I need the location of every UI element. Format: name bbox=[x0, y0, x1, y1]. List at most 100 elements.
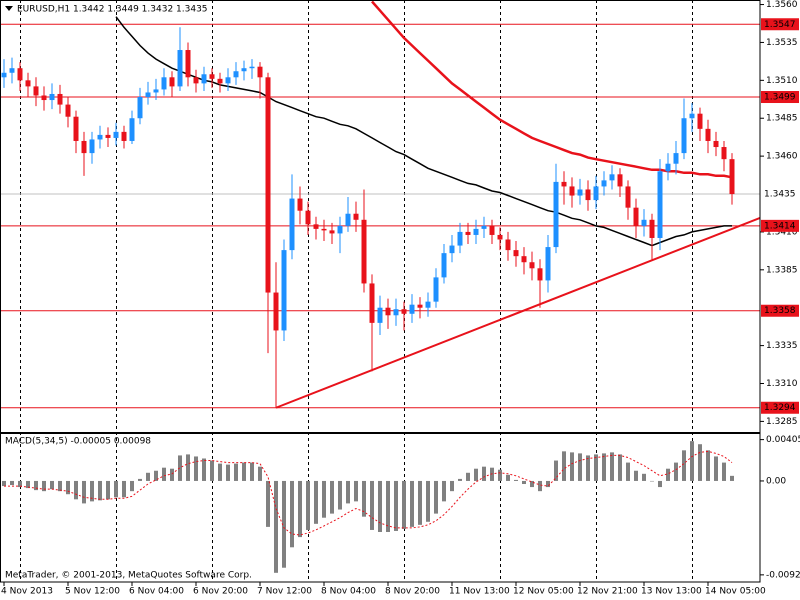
histogram-bar bbox=[386, 480, 390, 532]
y-tick-label: 1.3510 bbox=[766, 76, 798, 86]
candle-body bbox=[369, 283, 375, 323]
candle-body bbox=[657, 171, 663, 238]
histogram-bar bbox=[570, 452, 574, 481]
histogram-bar bbox=[514, 479, 518, 481]
histogram-bar bbox=[682, 450, 686, 481]
candle-body bbox=[345, 213, 351, 226]
histogram-bar bbox=[90, 480, 94, 502]
level-label-box bbox=[761, 18, 799, 31]
candle-body bbox=[265, 77, 271, 293]
x-tick-label: 12 Nov 05:00 bbox=[513, 587, 574, 597]
histogram-bar bbox=[690, 441, 694, 481]
price-panel bbox=[0, 0, 760, 409]
candle-body bbox=[41, 95, 47, 101]
histogram-bar bbox=[50, 480, 54, 490]
histogram-bar bbox=[442, 480, 446, 502]
histogram-bar bbox=[642, 473, 646, 481]
histogram-bar bbox=[426, 480, 430, 522]
macd-panel bbox=[2, 441, 734, 573]
moving-average bbox=[115, 16, 732, 247]
candle-body bbox=[97, 134, 103, 140]
histogram-bar bbox=[210, 460, 214, 481]
histogram-bar bbox=[554, 460, 558, 481]
histogram-bar bbox=[394, 480, 398, 531]
histogram-bar bbox=[258, 466, 262, 481]
candle-body bbox=[425, 301, 431, 308]
histogram-bar bbox=[114, 480, 118, 498]
candle-body bbox=[505, 239, 511, 251]
histogram-bar bbox=[82, 480, 86, 504]
macd-frame bbox=[0, 433, 761, 583]
histogram-bar bbox=[602, 453, 606, 481]
candle-body bbox=[713, 140, 719, 148]
level-label: 1.3499 bbox=[764, 93, 796, 103]
candle-body bbox=[313, 224, 319, 229]
candle-body bbox=[137, 97, 143, 119]
histogram-bar bbox=[218, 463, 222, 481]
candle-body bbox=[393, 309, 399, 316]
histogram-bar bbox=[330, 480, 334, 514]
candle-body bbox=[169, 77, 175, 87]
histogram-bar bbox=[586, 455, 590, 481]
candle-body bbox=[49, 93, 55, 101]
histogram-bar bbox=[354, 480, 358, 502]
signal-line bbox=[4, 450, 733, 536]
candle-body bbox=[201, 74, 207, 84]
histogram-bar bbox=[626, 462, 630, 481]
histogram-bar bbox=[314, 480, 318, 524]
candle-body bbox=[433, 277, 439, 302]
histogram-bar bbox=[402, 480, 406, 529]
histogram-bar bbox=[170, 468, 174, 481]
candle-body bbox=[17, 68, 23, 81]
histogram-bar bbox=[338, 480, 342, 510]
x-tick-label: 6 Nov 20:00 bbox=[193, 587, 248, 597]
histogram-bar bbox=[162, 467, 166, 481]
histogram-bar bbox=[410, 480, 414, 527]
histogram-bar bbox=[538, 480, 542, 492]
histogram-bar bbox=[306, 480, 310, 530]
histogram-bar bbox=[194, 456, 198, 481]
candle-body bbox=[529, 262, 535, 269]
histogram-bar bbox=[226, 464, 230, 481]
level-label-box bbox=[761, 219, 799, 232]
candle-body bbox=[489, 225, 495, 235]
candle-body bbox=[193, 77, 199, 84]
candle-body bbox=[609, 174, 615, 181]
candle-body bbox=[105, 134, 111, 138]
x-tick-label: 11 Nov 13:00 bbox=[449, 587, 510, 597]
menu-triangle[interactable] bbox=[5, 6, 13, 11]
histogram-bar bbox=[498, 469, 502, 481]
histogram-bar bbox=[298, 480, 302, 538]
histogram-bar bbox=[730, 475, 734, 481]
candle-body bbox=[361, 219, 367, 284]
y-tick-label: 1.3560 bbox=[766, 0, 798, 10]
histogram-bar bbox=[562, 451, 566, 481]
candle-body bbox=[585, 189, 591, 201]
candle-body bbox=[617, 174, 623, 187]
candle-body bbox=[497, 234, 503, 240]
histogram-bar bbox=[418, 480, 422, 525]
histogram-bar bbox=[578, 453, 582, 481]
histogram-bar bbox=[362, 480, 366, 517]
histogram-bar bbox=[610, 452, 614, 481]
level-label: 1.3358 bbox=[764, 306, 796, 316]
candle-body bbox=[33, 86, 39, 96]
candle-body bbox=[25, 80, 31, 87]
candle-body bbox=[89, 139, 95, 154]
candle-body bbox=[697, 113, 703, 129]
candle-body bbox=[1, 72, 7, 78]
histogram-bar bbox=[2, 480, 6, 487]
histogram-bar bbox=[658, 480, 662, 488]
y-tick-label: 1.3535 bbox=[766, 38, 798, 48]
y-tick-label: -0.0092 bbox=[766, 570, 800, 580]
candle-body bbox=[561, 181, 567, 187]
candle-body bbox=[185, 50, 191, 78]
x-tick-label: 5 Nov 12:00 bbox=[65, 587, 120, 597]
histogram-bar bbox=[266, 480, 270, 527]
trendline bbox=[275, 216, 760, 409]
candle-body bbox=[281, 250, 287, 331]
histogram-bar bbox=[522, 480, 526, 485]
moving-average bbox=[371, 0, 733, 179]
candle-body bbox=[601, 180, 607, 187]
